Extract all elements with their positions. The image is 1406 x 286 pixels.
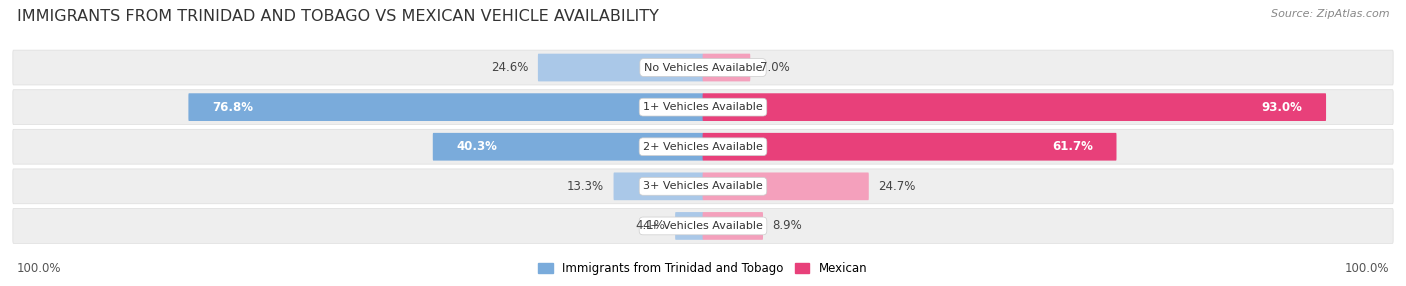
FancyBboxPatch shape [703,172,869,200]
Text: 61.7%: 61.7% [1052,140,1092,153]
FancyBboxPatch shape [13,208,1393,243]
FancyBboxPatch shape [703,212,763,240]
Text: 93.0%: 93.0% [1261,101,1302,114]
Text: 1+ Vehicles Available: 1+ Vehicles Available [643,102,763,112]
Text: 13.3%: 13.3% [567,180,605,193]
FancyBboxPatch shape [13,90,1393,125]
FancyBboxPatch shape [13,169,1393,204]
Text: Source: ZipAtlas.com: Source: ZipAtlas.com [1271,9,1389,19]
FancyBboxPatch shape [538,54,703,82]
Text: 2+ Vehicles Available: 2+ Vehicles Available [643,142,763,152]
FancyBboxPatch shape [613,172,703,200]
FancyBboxPatch shape [13,50,1393,85]
FancyBboxPatch shape [13,129,1393,164]
Text: 24.7%: 24.7% [879,180,915,193]
Text: No Vehicles Available: No Vehicles Available [644,63,762,73]
Text: 100.0%: 100.0% [1344,262,1389,275]
Text: IMMIGRANTS FROM TRINIDAD AND TOBAGO VS MEXICAN VEHICLE AVAILABILITY: IMMIGRANTS FROM TRINIDAD AND TOBAGO VS M… [17,9,659,23]
Legend: Immigrants from Trinidad and Tobago, Mexican: Immigrants from Trinidad and Tobago, Mex… [534,258,872,280]
FancyBboxPatch shape [703,54,751,82]
FancyBboxPatch shape [703,133,1116,161]
FancyBboxPatch shape [703,93,1326,121]
Text: 7.0%: 7.0% [759,61,790,74]
Text: 4+ Vehicles Available: 4+ Vehicles Available [643,221,763,231]
FancyBboxPatch shape [188,93,703,121]
Text: 8.9%: 8.9% [773,219,803,233]
Text: 76.8%: 76.8% [212,101,253,114]
Text: 3+ Vehicles Available: 3+ Vehicles Available [643,181,763,191]
Text: 100.0%: 100.0% [17,262,62,275]
Text: 24.6%: 24.6% [491,61,529,74]
FancyBboxPatch shape [433,133,703,161]
FancyBboxPatch shape [675,212,703,240]
Text: 40.3%: 40.3% [457,140,498,153]
Text: 4.1%: 4.1% [636,219,665,233]
